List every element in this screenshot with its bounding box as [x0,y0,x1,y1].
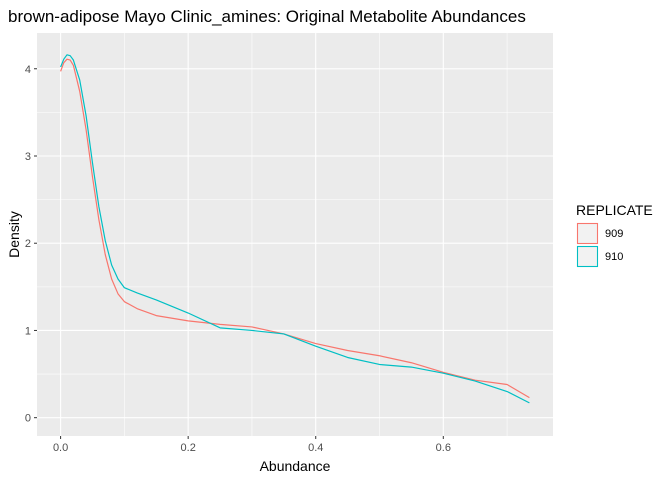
y-tick-label: 3 [25,151,31,163]
plot-panel [37,33,553,436]
y-tick-label: 1 [25,325,31,337]
y-axis-title: Density [6,211,22,258]
y-tick-label: 0 [25,413,31,425]
x-axis-title: Abundance [260,458,331,474]
legend-key-910 [576,245,599,268]
major-gridlines [37,33,553,436]
x-tick-label: 0.4 [308,442,323,454]
series-line-909 [60,58,530,399]
x-tick-label: 0.2 [181,442,196,454]
legend-label-910: 910 [605,251,623,263]
legend-title: REPLICATE [576,202,653,218]
legend-swatch-910 [576,245,599,268]
y-tick-label: 4 [25,64,31,76]
legend: REPLICATE 909 910 [576,202,653,268]
x-tick-label: 0.0 [53,442,68,454]
chart-title: brown-adipose Mayo Clinic_amines: Origin… [8,7,526,26]
series-line-910 [60,54,530,404]
legend-swatch-909 [576,222,599,245]
legend-label-909: 909 [605,228,623,240]
x-axis: 0.0 0.2 0.4 0.6 [53,436,451,454]
y-axis: 0 1 2 3 4 [25,64,37,425]
y-tick-label: 2 [25,238,31,250]
legend-items: 909 910 [576,222,623,268]
legend-key-909 [576,222,599,245]
series-layer [60,54,530,404]
x-tick-label: 0.6 [436,442,451,454]
